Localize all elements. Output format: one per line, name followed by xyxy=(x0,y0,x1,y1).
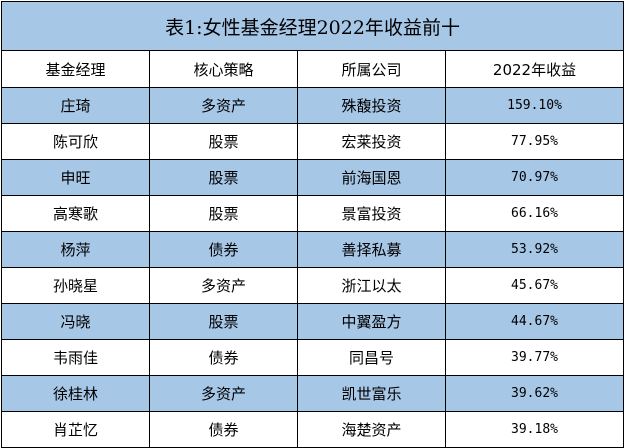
cell-manager: 高寒歌 xyxy=(1,195,150,232)
cell-return: 39.18% xyxy=(444,411,625,448)
cell-company: 浙江以太 xyxy=(297,267,446,304)
table-header-row: 基金经理 核心策略 所属公司 2022年收益 xyxy=(1,50,625,88)
table-row: 杨萍 债券 善择私募 53.92% xyxy=(1,231,625,268)
cell-return: 45.67% xyxy=(444,267,625,304)
cell-company: 海楚资产 xyxy=(297,411,446,448)
cell-manager: 徐桂林 xyxy=(1,375,150,412)
cell-return: 39.77% xyxy=(444,339,625,376)
cell-strategy: 多资产 xyxy=(149,267,298,304)
cell-return: 44.67% xyxy=(444,303,625,340)
cell-strategy: 股票 xyxy=(149,195,298,232)
cell-manager: 庄琦 xyxy=(1,87,150,124)
cell-manager: 申旺 xyxy=(1,159,150,196)
cell-manager: 孙晓星 xyxy=(1,267,150,304)
cell-company: 宏莱投资 xyxy=(297,123,446,160)
cell-strategy: 股票 xyxy=(149,303,298,340)
header-return: 2022年收益 xyxy=(444,50,625,88)
cell-company: 景富投资 xyxy=(297,195,446,232)
cell-strategy: 股票 xyxy=(149,123,298,160)
table-row: 庄琦 多资产 殊馥投资 159.10% xyxy=(1,87,625,124)
table-row: 申旺 股票 前海国恩 70.97% xyxy=(1,159,625,196)
cell-strategy: 债券 xyxy=(149,231,298,268)
cell-company: 善择私募 xyxy=(297,231,446,268)
cell-strategy: 股票 xyxy=(149,159,298,196)
cell-manager: 韦雨佳 xyxy=(1,339,150,376)
cell-strategy: 债券 xyxy=(149,339,298,376)
cell-return: 77.95% xyxy=(444,123,625,160)
table-row: 高寒歌 股票 景富投资 66.16% xyxy=(1,195,625,232)
table-title: 表1:女性基金经理2022年收益前十 xyxy=(0,1,625,51)
table-row: 徐桂林 多资产 凯世富乐 39.62% xyxy=(1,375,625,412)
table-row: 肖芷忆 债券 海楚资产 39.18% xyxy=(1,411,625,448)
table-row: 韦雨佳 债券 同昌号 39.77% xyxy=(1,339,625,376)
table-row: 孙晓星 多资产 浙江以太 45.67% xyxy=(1,267,625,304)
cell-manager: 肖芷忆 xyxy=(1,411,150,448)
cell-company: 凯世富乐 xyxy=(297,375,446,412)
cell-return: 53.92% xyxy=(444,231,625,268)
cell-manager: 冯晓 xyxy=(1,303,150,340)
header-strategy: 核心策略 xyxy=(149,50,298,88)
cell-manager: 杨萍 xyxy=(1,231,150,268)
table-title-row: 表1:女性基金经理2022年收益前十 xyxy=(0,1,625,51)
cell-manager: 陈可欣 xyxy=(1,123,150,160)
cell-return: 70.97% xyxy=(444,159,625,196)
cell-return: 66.16% xyxy=(444,195,625,232)
header-company: 所属公司 xyxy=(297,50,446,88)
table-row: 冯晓 股票 中翼盈方 44.67% xyxy=(1,303,625,340)
cell-strategy: 债券 xyxy=(149,411,298,448)
cell-strategy: 多资产 xyxy=(149,375,298,412)
header-manager: 基金经理 xyxy=(1,50,150,88)
cell-company: 同昌号 xyxy=(297,339,446,376)
cell-strategy: 多资产 xyxy=(149,87,298,124)
cell-company: 殊馥投资 xyxy=(297,87,446,124)
cell-return: 39.62% xyxy=(444,375,625,412)
cell-company: 中翼盈方 xyxy=(297,303,446,340)
cell-company: 前海国恩 xyxy=(297,159,446,196)
table-row: 陈可欣 股票 宏莱投资 77.95% xyxy=(1,123,625,160)
cell-return: 159.10% xyxy=(444,87,625,124)
